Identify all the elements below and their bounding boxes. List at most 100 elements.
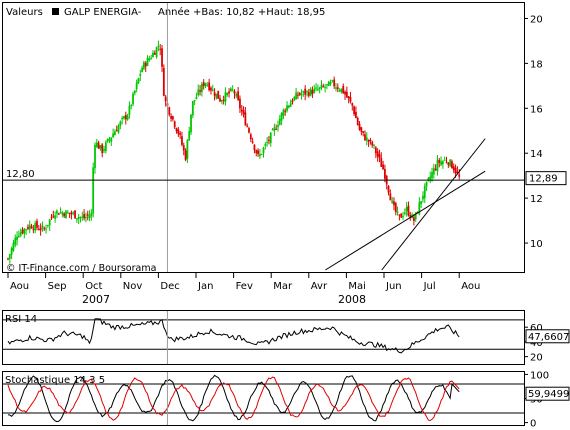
price-candle-down [179,133,182,135]
price-candle-down [233,90,236,94]
price-candle-down [170,116,172,119]
price-candle-down [144,63,147,67]
price-candle-down [199,90,201,92]
price-candle-up [264,144,267,146]
price-candle-up [418,202,421,215]
price-candle-up [402,216,404,218]
price-candle-up [14,237,17,245]
price-candle-up [95,142,98,147]
price-candle-up [405,207,408,212]
trend-channel-upper [381,138,486,271]
price-candle-down [333,79,336,87]
price-candle-up [150,58,153,60]
price-candle-down [344,91,346,95]
price-candle-up [79,217,82,219]
price-candle-down [242,110,245,115]
price-candle-up [25,229,28,231]
price-candle-up [320,84,323,88]
price-candle-down [360,127,363,132]
price-candle-down [222,99,225,101]
price-candle-up [326,84,328,86]
price-candle-up [56,210,58,214]
price-candle-down [43,228,46,230]
price-candle-down [21,229,24,234]
price-candle-down [7,258,9,260]
stoch-value-box: 59,9499 [525,386,570,401]
price-candle-down [39,228,42,231]
price-candle-down [389,193,392,201]
price-candle-down [83,214,86,219]
price-candle-up [206,85,209,87]
price-tick-label: 20 [530,14,543,25]
price-candle-up [108,139,111,141]
month-label: Sep [48,281,67,292]
price-candle-up [88,215,91,219]
price-candle-up [273,127,276,131]
price-candle-down [380,157,383,167]
price-candle-down [184,150,187,160]
price-candle-down [393,201,395,206]
price-candle-down [248,128,250,133]
month-label: Nov [123,281,143,292]
price-candle-up [432,168,435,175]
price-tick-label: 10 [530,239,543,250]
stoch-tick-label: 0 [530,419,536,430]
price-candle-up [306,91,308,93]
price-candle-up [19,232,22,236]
price-candle-down [244,112,247,126]
price-candle-down [253,144,256,151]
price-candle-down [237,91,240,100]
price-candle-up [94,144,96,169]
trend-channel [325,138,486,271]
price-candle-down [217,90,220,99]
price-candle-up [85,217,87,219]
price-candle-down [311,89,314,95]
price-candle-up [117,125,120,133]
price-candle-up [190,114,192,133]
rsi-tick-label: 20 [530,353,543,364]
price-candle-down [374,147,377,154]
last-price-label: 12,89 [529,174,558,185]
price-candle-up [200,83,203,93]
month-label: Oct [85,281,102,292]
price-candle-down [342,85,345,94]
price-candle-down [213,92,216,96]
price-candle-up [90,213,93,217]
price-tick-label: 14 [530,149,543,160]
price-candle-up [75,218,78,220]
price-tick-label: 18 [530,59,543,70]
month-label: Mai [348,281,366,292]
price-candle-down [284,110,287,112]
price-candle-up [215,93,218,99]
price-candle-down [219,98,221,102]
time-x-axis: Aou Sep Oct Nov Dec Jan Fev Mar Avr Mai Jun Jul Aou 2… [7,273,480,306]
price-candle-down [454,167,457,174]
price-candle-up [338,90,341,92]
price-candle-down [162,67,165,96]
price-candle-up [59,212,62,214]
price-candle-down [27,227,29,229]
price-candle-down [228,91,230,94]
price-candle-up [309,88,312,96]
price-candle-up [277,125,279,128]
month-label: Aou [461,281,480,292]
price-candle-up [329,82,332,85]
price-candle-down [356,117,359,125]
price-candle-down [68,212,71,214]
price-candle-up [137,78,140,84]
price-candle-up [46,224,49,226]
price-candle-down [336,87,339,90]
price-candle-up [282,109,285,116]
price-candle-up [431,172,433,179]
price-y-axis: 10 12 14 16 18 20 [524,14,543,250]
price-candle-up [260,154,263,156]
header-label: Valeurs [6,7,43,18]
price-candle-up [449,159,452,167]
price-candle-down [387,186,390,193]
price-candle-down [74,210,76,219]
stoch-tick-label: 100 [530,370,549,381]
price-candle-down [182,145,185,151]
price-candle-up [193,100,196,102]
price-candle-up [429,176,432,180]
